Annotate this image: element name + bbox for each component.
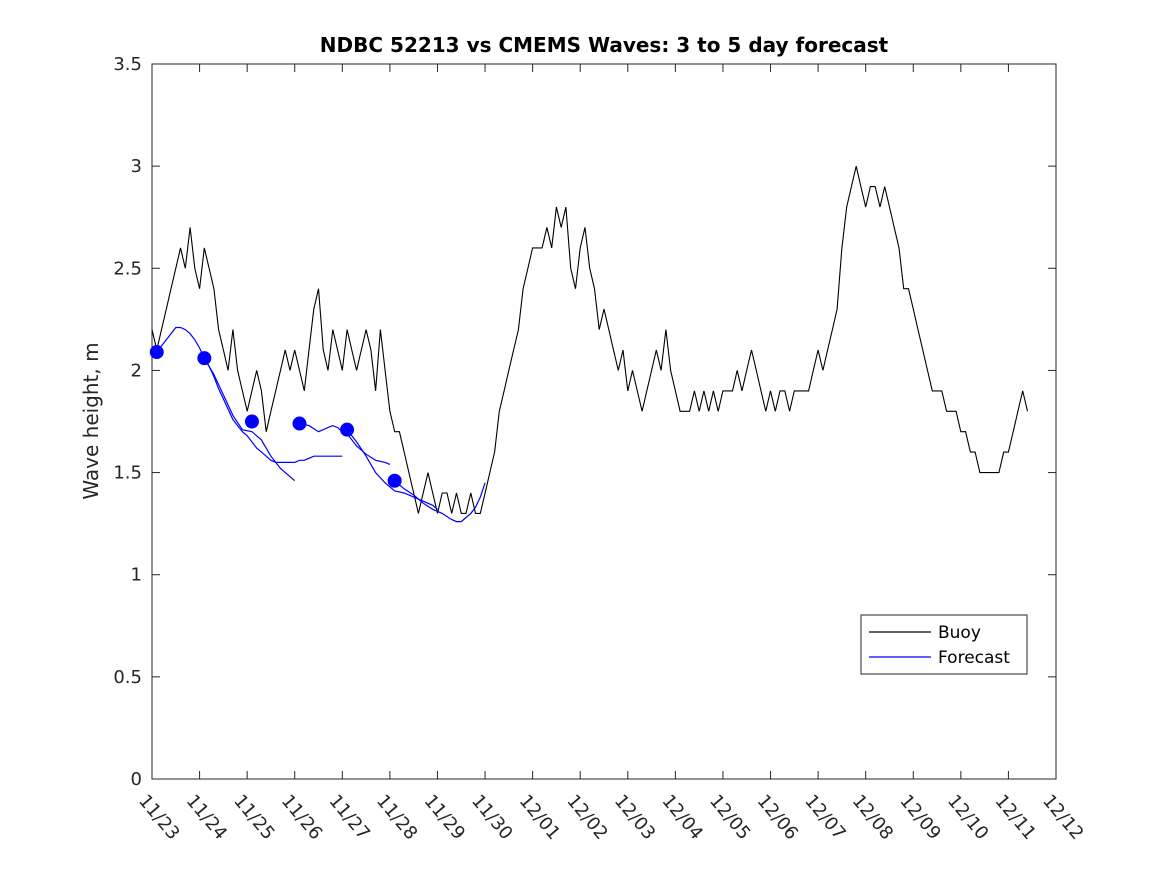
x-tick-label: 12/01 (515, 791, 564, 844)
series-line-forecast (156, 326, 343, 463)
series-line-forecast (203, 357, 296, 482)
legend-forecast-label: Forecast (938, 648, 1010, 668)
y-tick-label: 3 (131, 156, 142, 177)
forecast-marker (387, 473, 402, 488)
forecast-marker (149, 345, 164, 360)
series-line-forecast (394, 480, 486, 523)
x-tick-label: 11/29 (420, 791, 469, 844)
legend-buoy-label: Buoy (938, 623, 981, 643)
y-tick-label: 2.5 (113, 258, 142, 279)
x-tick-label: 12/08 (848, 791, 897, 844)
x-tick-label: 11/24 (182, 791, 231, 844)
legend-box (860, 614, 1028, 675)
x-axis: 11/2311/2411/2511/2611/2711/2811/2911/30… (134, 64, 1088, 844)
y-tick-label: 3.5 (113, 54, 142, 75)
series-line-buoy (151, 165, 1029, 514)
x-tick-label: 12/02 (562, 791, 611, 844)
x-tick-label: 11/23 (134, 791, 183, 844)
x-tick-label: 12/06 (753, 791, 802, 844)
x-tick-label: 11/25 (229, 791, 278, 844)
legend: Buoy Forecast (860, 614, 1028, 675)
forecast-marker (244, 414, 259, 429)
x-tick-label: 12/07 (800, 791, 849, 844)
x-tick-label: 12/03 (610, 791, 659, 844)
series-line-forecast (346, 429, 438, 510)
forecast-marker (292, 416, 307, 431)
x-tick-label: 12/04 (658, 791, 707, 844)
x-tick-label: 11/27 (324, 791, 373, 844)
x-tick-label: 11/26 (277, 791, 326, 844)
y-tick-label: 0.5 (113, 667, 142, 688)
x-tick-label: 11/28 (372, 791, 421, 844)
axes-box (151, 63, 1057, 780)
x-tick-label: 12/11 (991, 791, 1040, 844)
chart-title: NDBC 52213 vs CMEMS Waves: 3 to 5 day fo… (320, 33, 889, 57)
y-tick-label: 1.5 (113, 463, 142, 484)
forecast-marker (197, 351, 212, 366)
x-tick-label: 12/10 (943, 791, 992, 844)
y-axis: 0 0.5 1 1.5 2 2.5 3 3.5 (113, 54, 1056, 790)
x-tick-label: 11/30 (467, 791, 516, 844)
plot-area (149, 63, 1057, 780)
y-axis-label: Wave height, m (79, 342, 103, 499)
x-tick-label: 12/09 (895, 791, 944, 844)
y-tick-label: 2 (131, 360, 142, 381)
y-tick-label: 1 (131, 565, 142, 586)
y-tick-label: 0 (131, 769, 142, 790)
x-tick-label: 12/05 (705, 791, 754, 844)
x-tick-label: 12/12 (1038, 791, 1087, 844)
forecast-marker (340, 422, 355, 437)
